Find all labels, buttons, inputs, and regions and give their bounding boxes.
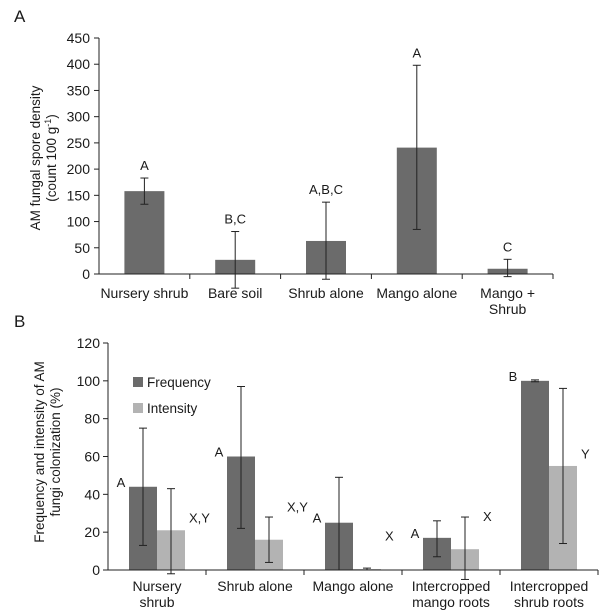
panel-b-ytick-label: 20 (84, 524, 100, 540)
panel-b-xtick-label: mango roots (412, 594, 490, 610)
panel-b-xtick-label: Intercropped (510, 578, 589, 594)
panel-b-xtick-label: shrub roots (514, 594, 584, 610)
panel-b-significance-label: A (411, 526, 420, 541)
panel-a-significance-label: A,B,C (309, 182, 343, 197)
panel-b-significance-label: Y (581, 446, 590, 461)
panel-b-ylabel-line1: Frequency and intensity of AM (32, 361, 47, 543)
panel-a-significance-label: A (412, 45, 421, 60)
panel-a-ylabel-line2: (count 100 g-1) (43, 114, 59, 202)
panel-a-xtick-label: Mango + (480, 285, 535, 301)
panel-a-ytick-label: 100 (67, 214, 91, 230)
panel-b-ylabel-line2: fungi colonization (%) (48, 387, 63, 516)
panel-b-significance-label: A (215, 445, 224, 460)
panel-b-significance-label: X,Y (189, 511, 210, 526)
panel-b-xtick-label: shrub (139, 594, 174, 610)
panel-b-ytick-label: 100 (77, 373, 101, 389)
panel-b-bar-frequency (521, 380, 549, 570)
panel-b-xtick-label: Mango alone (313, 578, 394, 594)
panel-b-xtick-label: Intercropped (412, 578, 491, 594)
panel-b: B Frequency and intensity of AM fungi co… (14, 312, 599, 610)
panel-a-ytick-label: 0 (82, 266, 90, 282)
panel-b-ytick-label: 0 (92, 562, 100, 578)
panel-b-xtick-label: Nursery (132, 578, 181, 594)
panel-a-ylabel-line1: AM fungal spore density (28, 85, 43, 230)
panel-a-ytick-label: 50 (74, 240, 90, 256)
panel-b-significance-label: A (117, 475, 126, 490)
panel-a-xtick-label: Shrub (489, 301, 527, 317)
panel-b-legend-label: Frequency (147, 375, 211, 390)
panel-b-significance-label: A (313, 511, 322, 526)
panel-a-ytick-label: 200 (67, 161, 91, 177)
panel-b-ytick-label: 40 (84, 486, 100, 502)
panel-b-letter: B (14, 312, 25, 331)
panel-b-legend-swatch-intensity (133, 403, 143, 413)
panel-b-legend-label: Intensity (147, 401, 198, 416)
panel-b-ytick-label: 60 (84, 449, 100, 465)
panel-a-letter: A (14, 7, 26, 26)
panel-a-xtick-label: Mango alone (376, 285, 457, 301)
panel-a-ytick-label: 450 (67, 30, 91, 46)
panel-a-ytick-label: 400 (67, 56, 91, 72)
panel-b-significance-label: X (483, 509, 492, 524)
panel-b-significance-label: X,Y (287, 499, 308, 514)
panel-b-xtick-label: Shrub alone (217, 578, 293, 594)
panel-b-significance-label: B (509, 369, 518, 384)
panel-b-ytick-label: 120 (77, 335, 101, 351)
panel-b-legend-swatch-frequency (133, 377, 143, 387)
panel-a-significance-label: C (503, 239, 512, 254)
panel-a-ytick-label: 250 (67, 135, 91, 151)
panel-a-ytick-label: 150 (67, 187, 91, 203)
panel-b-ytick-label: 80 (84, 411, 100, 427)
panel-a-significance-label: A (140, 158, 149, 173)
panel-a-ytick-label: 300 (67, 109, 91, 125)
panel-a-xtick-label: Shrub alone (288, 285, 364, 301)
panel-a-significance-label: B,C (224, 212, 246, 227)
panel-a-bar (124, 191, 165, 274)
panel-a-ytick-label: 350 (67, 82, 91, 98)
panel-b-significance-label: X (385, 529, 394, 544)
panel-a-xtick-label: Nursery shrub (100, 285, 188, 301)
panel-a-xtick-label: Bare soil (208, 285, 262, 301)
panel-a: A AM fungal spore density (count 100 g-1… (14, 7, 554, 317)
